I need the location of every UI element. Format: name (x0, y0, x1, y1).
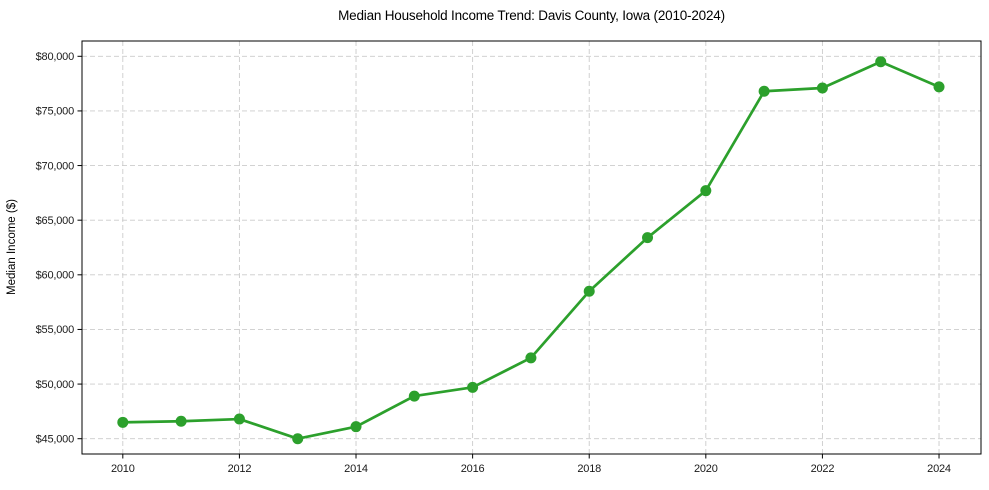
y-axis-label: Median Income ($) (6, 199, 18, 295)
data-point-marker (700, 185, 712, 197)
data-point-marker (350, 421, 362, 433)
y-tick-label: $45,000 (36, 434, 74, 446)
data-point-marker (467, 381, 479, 393)
axes-layer: $45,000 $50,000 $55,000 $60,000 $65,000 $70,0… (36, 40, 982, 475)
data-point-marker (525, 352, 537, 364)
y-tick-label: $50,000 (36, 379, 74, 391)
x-tick-label: 2018 (577, 463, 601, 475)
data-series-layer (117, 56, 945, 445)
data-point-marker (875, 56, 887, 68)
x-tick-label: 2014 (344, 463, 368, 475)
x-tick-label: 2016 (461, 463, 485, 475)
trend-line (121, 60, 941, 441)
data-point-marker (933, 81, 945, 93)
data-point-marker (408, 390, 420, 402)
y-tick-label: $70,000 (36, 160, 74, 172)
data-point-marker (175, 415, 187, 427)
x-tick-label: 2010 (111, 463, 135, 475)
gridlines-layer (82, 41, 981, 454)
data-point-marker (642, 232, 654, 244)
x-tick-label: 2022 (811, 463, 835, 475)
data-point-marker (583, 285, 595, 297)
x-tick-label: 2012 (228, 463, 252, 475)
y-tick-label: $65,000 (36, 215, 74, 227)
y-tick-label: $75,000 (36, 106, 74, 118)
x-tick-label: 2024 (927, 463, 951, 475)
x-tick-label: 2020 (694, 463, 718, 475)
y-tick-label: $55,000 (36, 324, 74, 336)
data-point-marker (117, 416, 129, 428)
y-tick-label: $60,000 (36, 270, 74, 282)
chart-title: Median Household Income Trend: Davis Cou… (338, 8, 725, 23)
data-point-marker (292, 433, 304, 445)
data-point-marker (233, 413, 245, 425)
data-point-marker (758, 85, 770, 97)
y-tick-label: $80,000 (36, 51, 74, 63)
data-point-marker (816, 82, 828, 94)
plot-border (81, 40, 982, 455)
